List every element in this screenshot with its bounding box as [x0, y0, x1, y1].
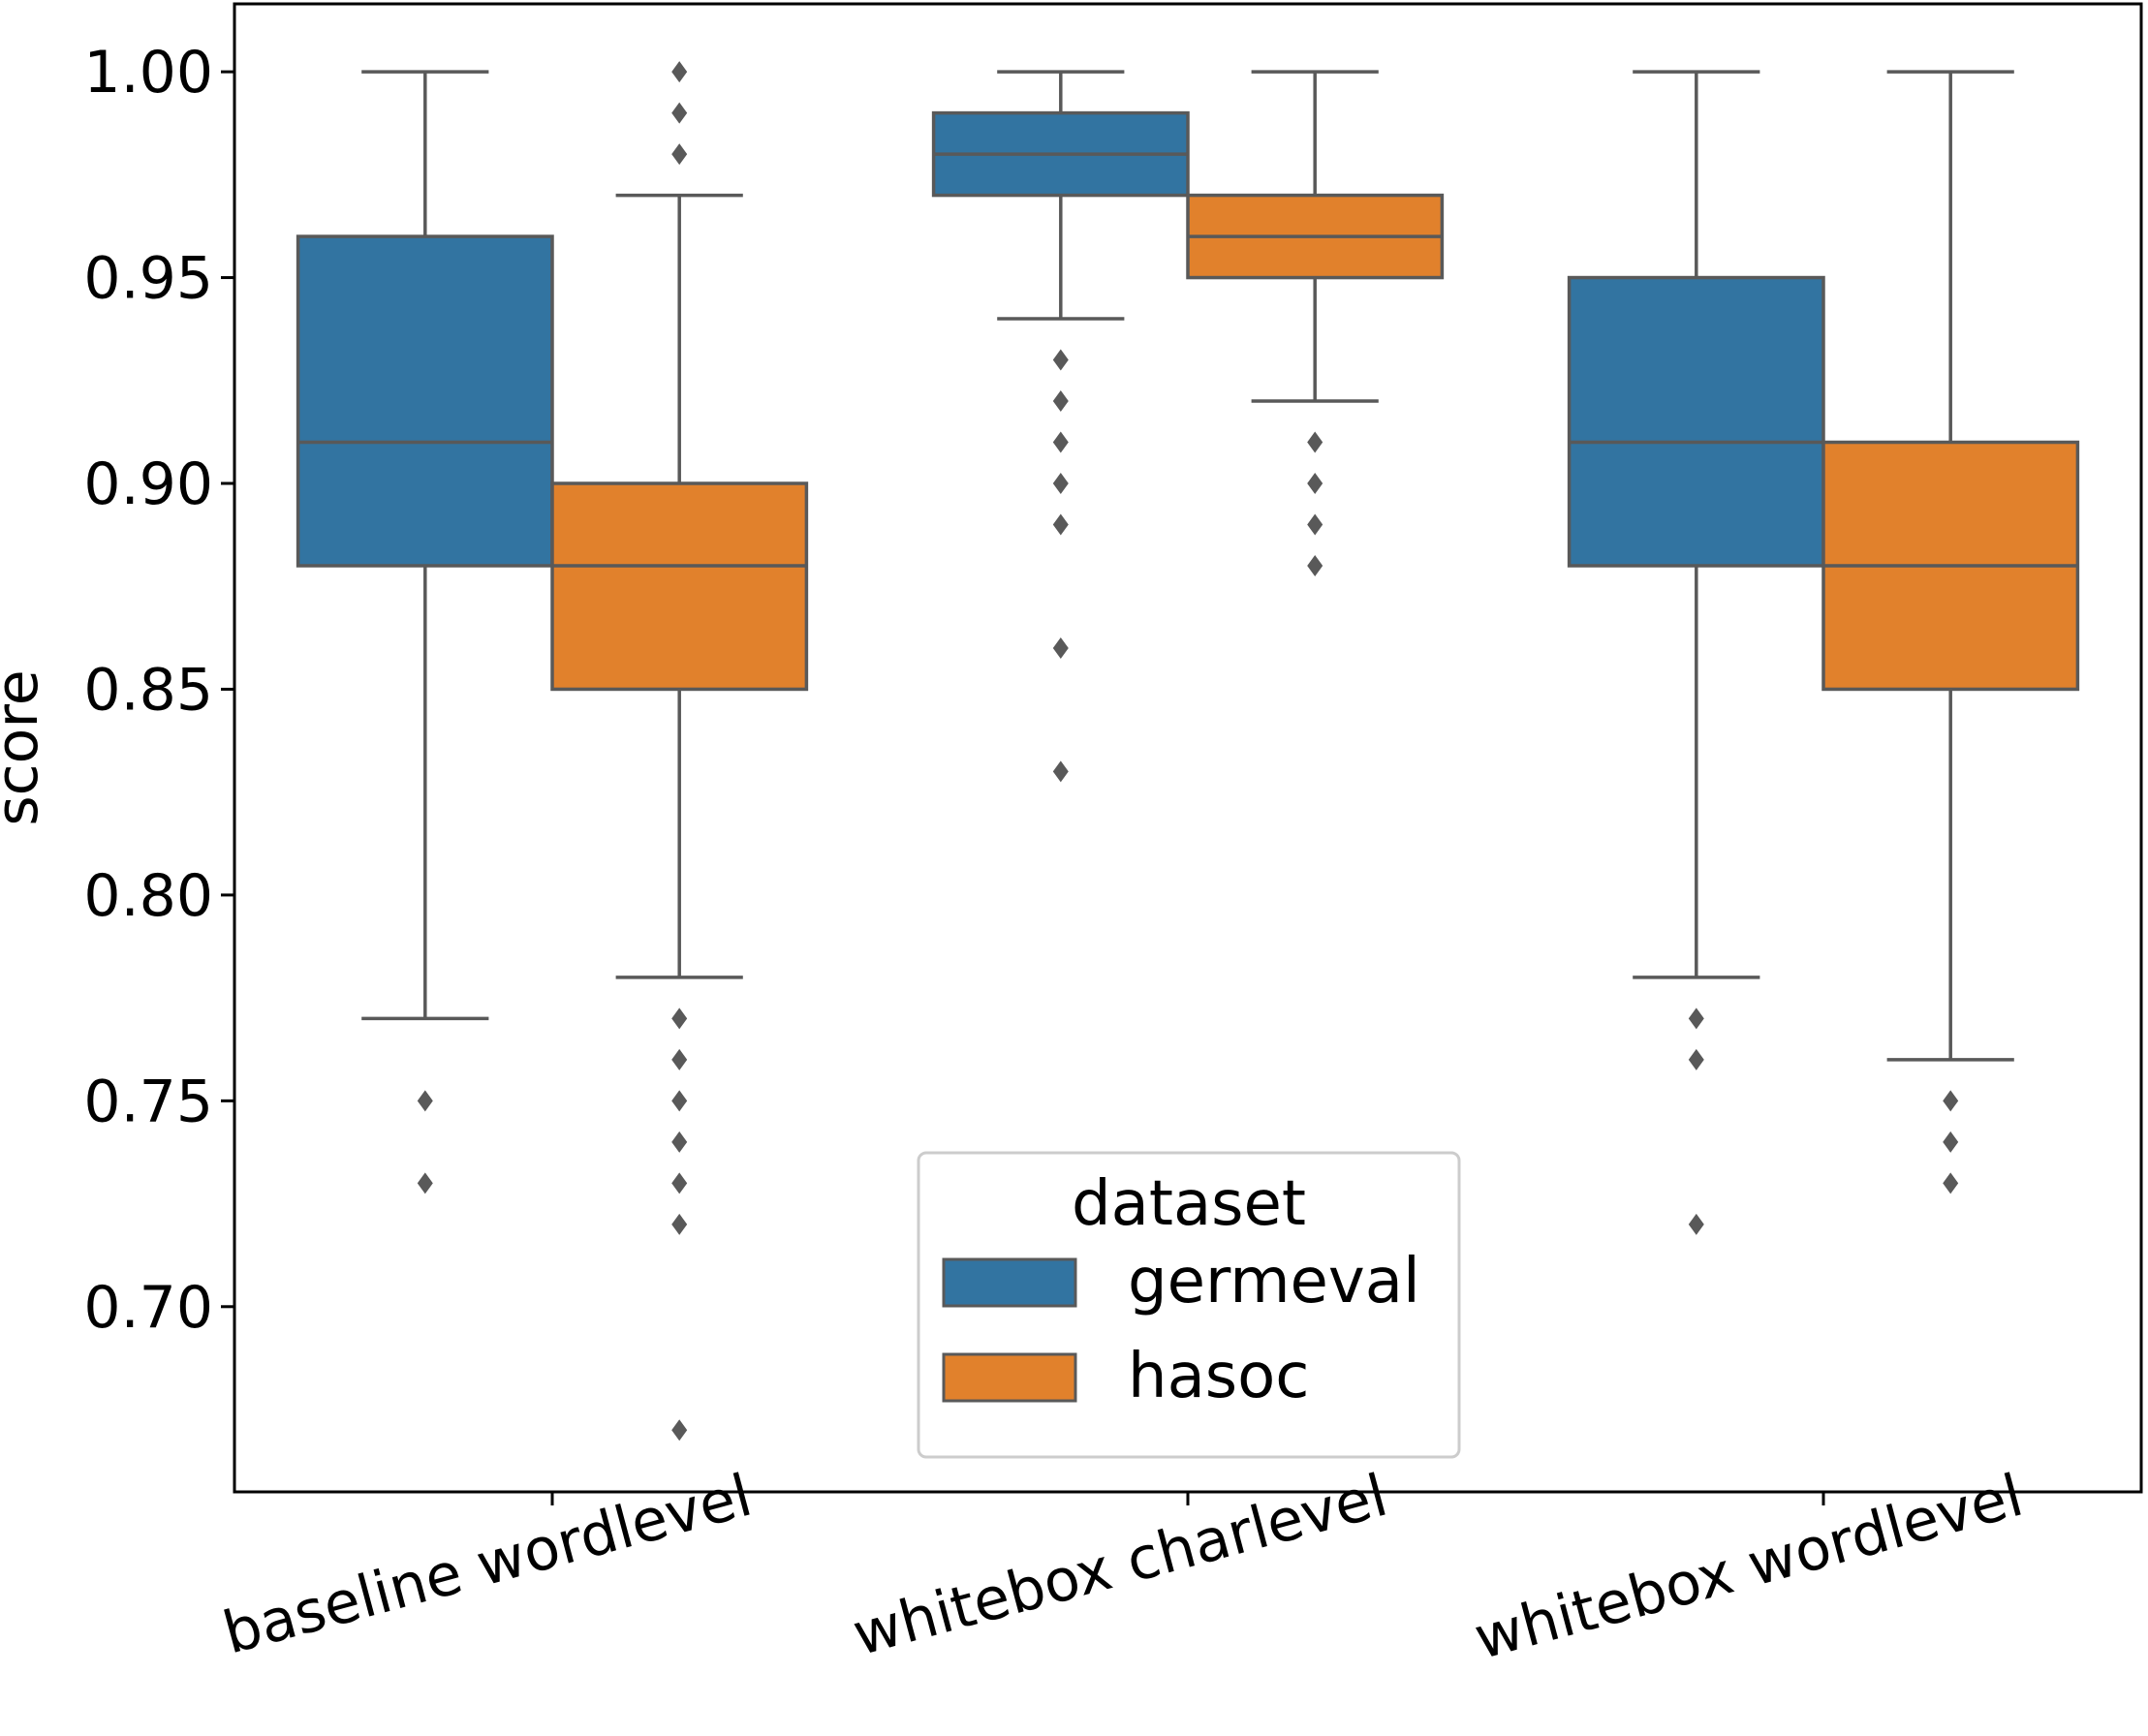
box-hasoc-2 — [1821, 70, 2080, 1194]
outlier-point — [671, 61, 688, 83]
y-tick-label: 0.85 — [83, 656, 213, 724]
outlier-point — [1307, 473, 1323, 495]
box-germeval-2 — [1567, 70, 1825, 1235]
box-hasoc-1 — [1186, 70, 1445, 576]
box-iqr — [1567, 275, 1825, 568]
x-axis: baseline wordlevel whitebox charlevel whit… — [216, 1462, 2030, 1673]
outlier-point — [1052, 513, 1069, 536]
box-plots — [296, 61, 2080, 1442]
y-axis: 0.70 0.75 0.80 0.85 0.90 0.95 1.00 — [83, 39, 234, 1342]
box-iqr — [296, 234, 554, 568]
outlier-point — [1943, 1090, 1959, 1112]
legend: dataset germeval hasoc — [917, 1151, 1461, 1459]
outlier-point — [1052, 390, 1069, 413]
legend-label-hasoc: hasoc — [1128, 1341, 1309, 1412]
outlier-point — [1688, 1213, 1704, 1235]
outlier-point — [1307, 431, 1323, 453]
outlier-point — [1052, 636, 1069, 659]
outlier-point — [671, 1419, 688, 1442]
legend-swatch-germeval — [942, 1257, 1077, 1308]
y-axis-label: score — [0, 669, 51, 825]
y-tick-label: 1.00 — [83, 39, 213, 107]
x-tick-label: whitebox wordlevel — [1468, 1462, 2030, 1673]
outlier-point — [1688, 1008, 1704, 1030]
outlier-point — [1052, 349, 1069, 371]
outlier-point — [1688, 1048, 1704, 1070]
outlier-point — [1943, 1131, 1959, 1153]
box-germeval-0 — [296, 70, 554, 1194]
outlier-point — [671, 1008, 688, 1030]
y-tick-label: 0.80 — [83, 862, 213, 930]
outlier-point — [671, 1048, 688, 1070]
outlier-point — [671, 1090, 688, 1112]
outlier-point — [1307, 513, 1323, 536]
outlier-point — [1052, 431, 1069, 453]
outlier-point — [671, 1172, 688, 1194]
outlier-point — [671, 143, 688, 166]
y-tick-label: 0.95 — [83, 245, 213, 313]
legend-swatch-hasoc — [942, 1352, 1077, 1403]
legend-label-germeval: germeval — [1128, 1246, 1420, 1318]
outlier-point — [671, 1213, 688, 1235]
y-tick-label: 0.90 — [83, 450, 213, 518]
box-iqr — [550, 481, 809, 692]
legend-title: dataset — [1072, 1168, 1306, 1240]
legend-entries: germeval hasoc — [942, 1246, 1420, 1412]
outlier-point — [1943, 1172, 1959, 1194]
outlier-point — [417, 1172, 433, 1194]
y-tick-label: 0.70 — [83, 1274, 213, 1342]
outlier-point — [1307, 554, 1323, 576]
y-tick-label: 0.75 — [83, 1068, 213, 1135]
box-hasoc-0 — [550, 61, 809, 1442]
outlier-point — [671, 102, 688, 124]
outlier-point — [1052, 473, 1069, 495]
outlier-point — [417, 1090, 433, 1112]
outlier-point — [1052, 760, 1069, 783]
box-germeval-1 — [931, 70, 1190, 783]
plot-frame — [233, 2, 2143, 1494]
outlier-point — [671, 1131, 688, 1153]
